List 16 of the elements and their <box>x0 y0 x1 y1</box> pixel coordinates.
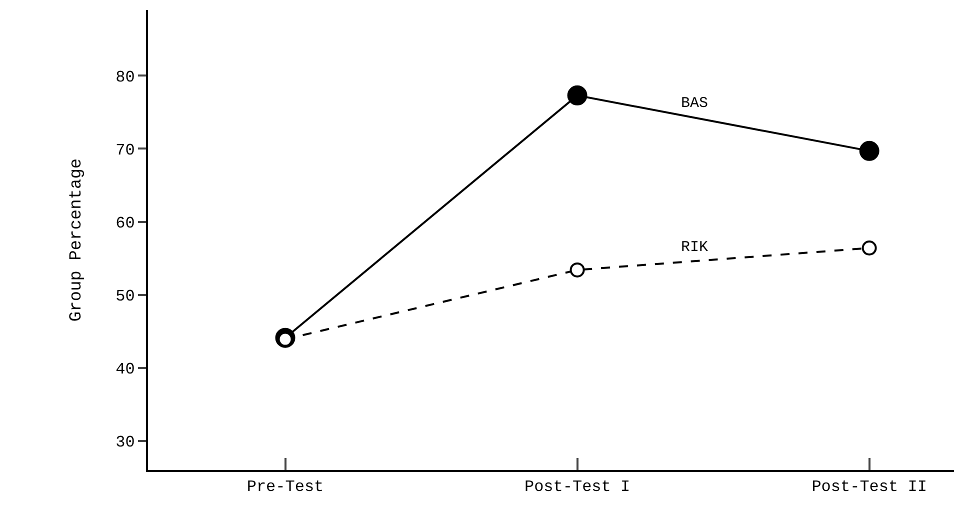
series-label: RIK <box>681 239 708 256</box>
y-tick-label: 80 <box>116 68 135 86</box>
point <box>859 140 880 161</box>
point <box>862 240 877 256</box>
x-tick-label: Post-Test II <box>812 478 927 496</box>
series-label: BAS <box>681 95 708 112</box>
y-tick-label: 40 <box>116 360 135 378</box>
y-tick-label: 70 <box>116 141 135 160</box>
point <box>567 85 588 106</box>
point <box>570 262 585 278</box>
y-tick-label: 60 <box>116 214 135 232</box>
x-tick-label: Post-Test I <box>524 478 630 496</box>
y-tick-label: 50 <box>116 287 135 306</box>
y-axis-title: Group Percentage <box>68 158 87 322</box>
x-tick-label: Pre-Test <box>246 478 324 496</box>
y-tick-label: 30 <box>116 433 135 452</box>
